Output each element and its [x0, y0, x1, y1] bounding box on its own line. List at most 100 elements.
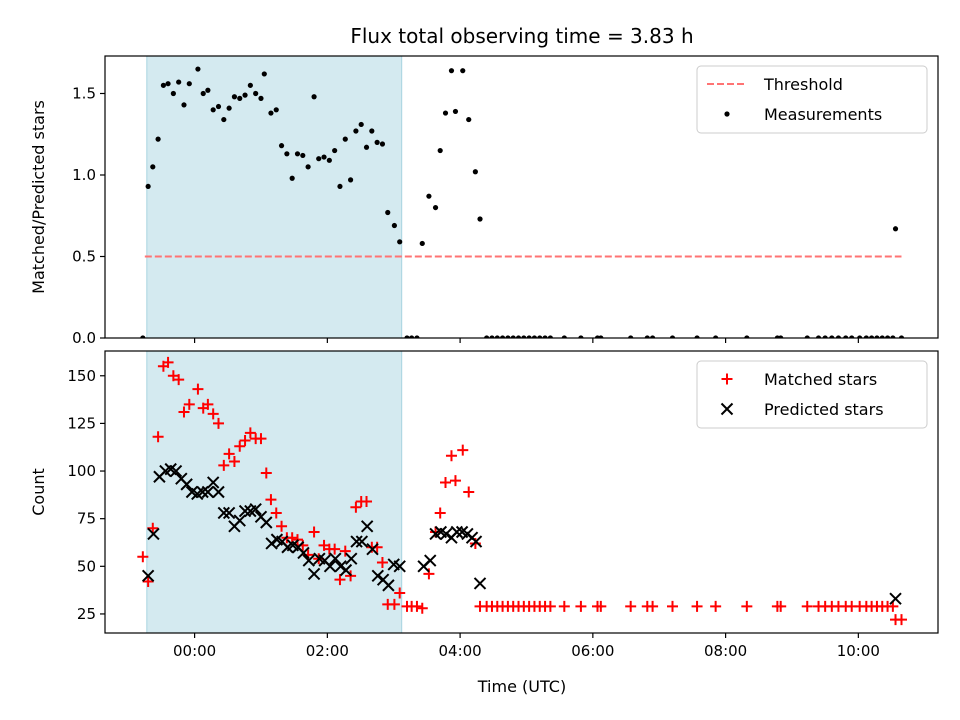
- data-point: [884, 335, 891, 338]
- data-point: [329, 543, 341, 555]
- data-point: [270, 507, 282, 519]
- data-point: [388, 598, 400, 610]
- data-point: [426, 193, 432, 199]
- data-point: [526, 335, 532, 338]
- data-point: [339, 545, 351, 557]
- x-tick-label: 10:00: [837, 642, 880, 660]
- data-point: [339, 563, 353, 577]
- data-point: [268, 110, 274, 116]
- data-point: [305, 164, 311, 170]
- data-point: [394, 587, 406, 599]
- data-point: [578, 335, 584, 338]
- data-point: [145, 183, 151, 190]
- data-point: [494, 335, 500, 338]
- data-point: [334, 560, 347, 573]
- data-point: [463, 486, 475, 498]
- x-tick-label: 02:00: [306, 642, 349, 660]
- y-tick-label: 75: [77, 510, 96, 528]
- data-point: [152, 431, 164, 443]
- data-point: [265, 537, 278, 550]
- y-tick-label: 1.5: [72, 84, 96, 102]
- data-point: [815, 335, 822, 338]
- data-point: [169, 464, 183, 478]
- data-point: [625, 600, 637, 612]
- data-point: [448, 68, 455, 74]
- x-tick-label: 06:00: [571, 642, 614, 660]
- data-point: [442, 110, 449, 116]
- data-point: [460, 68, 466, 74]
- data-point: [863, 335, 869, 338]
- data-point: [155, 136, 161, 142]
- data-point: [741, 600, 753, 612]
- data-point: [255, 433, 267, 445]
- data-point: [890, 335, 896, 338]
- data-point: [510, 335, 516, 338]
- data-point: [162, 356, 174, 368]
- data-point: [598, 335, 604, 338]
- data-point: [265, 494, 277, 506]
- data-point: [440, 476, 452, 488]
- data-point: [242, 92, 248, 98]
- data-point: [804, 335, 810, 338]
- data-point: [150, 164, 156, 170]
- data-point: [898, 335, 905, 338]
- legend-box: [696, 360, 928, 429]
- data-point: [484, 335, 490, 338]
- data-point: [323, 560, 337, 573]
- data-point: [397, 239, 403, 245]
- data-point: [469, 535, 483, 548]
- data-point: [205, 87, 211, 93]
- data-point: [233, 514, 246, 527]
- data-point: [376, 557, 388, 568]
- data-point: [369, 128, 375, 134]
- data-point: [879, 335, 885, 338]
- x-tick-label: 08:00: [704, 642, 747, 660]
- data-point: [244, 427, 256, 439]
- data-point: [308, 526, 320, 538]
- data-point: [213, 417, 224, 429]
- data-point: [849, 335, 855, 338]
- data-point: [515, 335, 522, 338]
- data-point: [437, 147, 443, 154]
- axes-frame: [104, 350, 939, 634]
- data-point: [342, 136, 348, 142]
- data-point: [210, 107, 216, 113]
- data-point: [183, 398, 195, 410]
- legend-box: [696, 65, 928, 134]
- data-point: [835, 335, 842, 338]
- data-point: [382, 579, 395, 592]
- data-point: [260, 467, 272, 479]
- legend-marker: [724, 111, 730, 117]
- data-point: [307, 567, 321, 581]
- data-point: [669, 335, 676, 338]
- data-point: [710, 600, 722, 612]
- data-point: [452, 108, 459, 115]
- data-point: [345, 552, 358, 565]
- data-point: [160, 82, 167, 88]
- plot-content: [137, 351, 907, 633]
- data-point: [432, 204, 439, 211]
- data-point: [575, 600, 587, 612]
- data-point: [192, 383, 204, 395]
- data-point: [249, 502, 262, 516]
- data-point: [409, 335, 415, 338]
- data-point: [170, 90, 176, 97]
- y-axis-label: Matched/Predicted stars: [29, 100, 48, 294]
- data-point: [744, 335, 750, 338]
- data-point: [332, 147, 338, 154]
- data-point: [547, 335, 553, 338]
- data-point: [644, 335, 650, 338]
- data-point: [212, 485, 225, 499]
- data-point: [434, 507, 446, 519]
- data-point: [206, 476, 220, 489]
- y-tick-label: 100: [67, 462, 96, 480]
- data-point: [217, 506, 231, 520]
- data-point: [667, 600, 679, 612]
- data-point: [829, 335, 835, 338]
- data-point: [561, 335, 567, 338]
- data-point: [542, 335, 548, 338]
- data-point: [237, 95, 243, 101]
- data-point: [489, 335, 495, 338]
- data-point: [419, 240, 425, 247]
- data-point: [694, 335, 700, 338]
